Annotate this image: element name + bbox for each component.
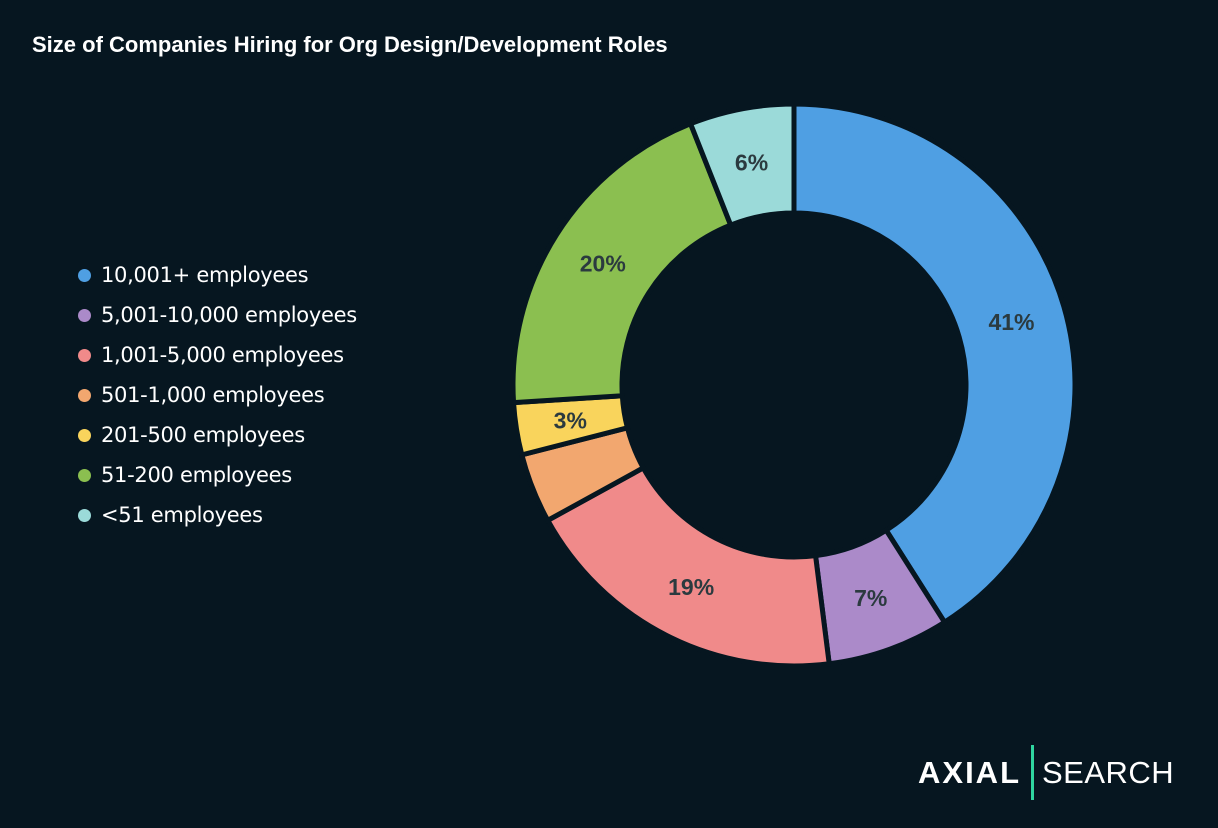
legend-swatch	[78, 468, 91, 482]
slice-label: 41%	[988, 309, 1034, 335]
slice[interactable]	[791, 101, 1078, 626]
legend-swatch	[78, 388, 91, 402]
legend-label: <51 employees	[101, 503, 263, 527]
legend-item[interactable]: 1,001-5,000 employees	[78, 335, 357, 375]
legend-swatch	[78, 268, 91, 282]
slice[interactable]	[544, 464, 833, 669]
chart-title: Size of Companies Hiring for Org Design/…	[32, 32, 668, 57]
legend-swatch	[78, 428, 91, 442]
slice[interactable]	[510, 120, 734, 406]
logo-divider	[1031, 745, 1034, 800]
legend-label: 5,001-10,000 employees	[101, 303, 357, 327]
legend: 10,001+ employees 5,001-10,000 employees 1…	[78, 255, 357, 535]
legend-item[interactable]: 501-1,000 employees	[78, 375, 357, 415]
legend-swatch	[78, 508, 91, 522]
axial-search-logo: AXIAL SEARCH	[918, 745, 1174, 800]
slice-label: 7%	[854, 585, 887, 611]
legend-label: 51-200 employees	[101, 463, 292, 487]
legend-swatch	[78, 308, 91, 322]
slice-label: 3%	[554, 407, 587, 433]
legend-label: 201-500 employees	[101, 423, 305, 447]
legend-label: 501-1,000 employees	[101, 383, 325, 407]
logo-search: SEARCH	[1042, 754, 1175, 790]
legend-label: 10,001+ employees	[101, 263, 309, 287]
logo-axial: AXIAL	[918, 754, 1021, 790]
legend-item[interactable]: <51 employees	[78, 495, 357, 535]
legend-item[interactable]: 5,001-10,000 employees	[78, 295, 357, 335]
slice-label: 20%	[580, 251, 626, 277]
slice-label: 6%	[735, 150, 768, 176]
slice-label: 19%	[668, 574, 714, 600]
legend-item[interactable]: 201-500 employees	[78, 415, 357, 455]
legend-item[interactable]: 10,001+ employees	[78, 255, 357, 295]
legend-item[interactable]: 51-200 employees	[78, 455, 357, 495]
legend-swatch	[78, 348, 91, 362]
legend-label: 1,001-5,000 employees	[101, 343, 344, 367]
slice[interactable]	[687, 101, 797, 229]
